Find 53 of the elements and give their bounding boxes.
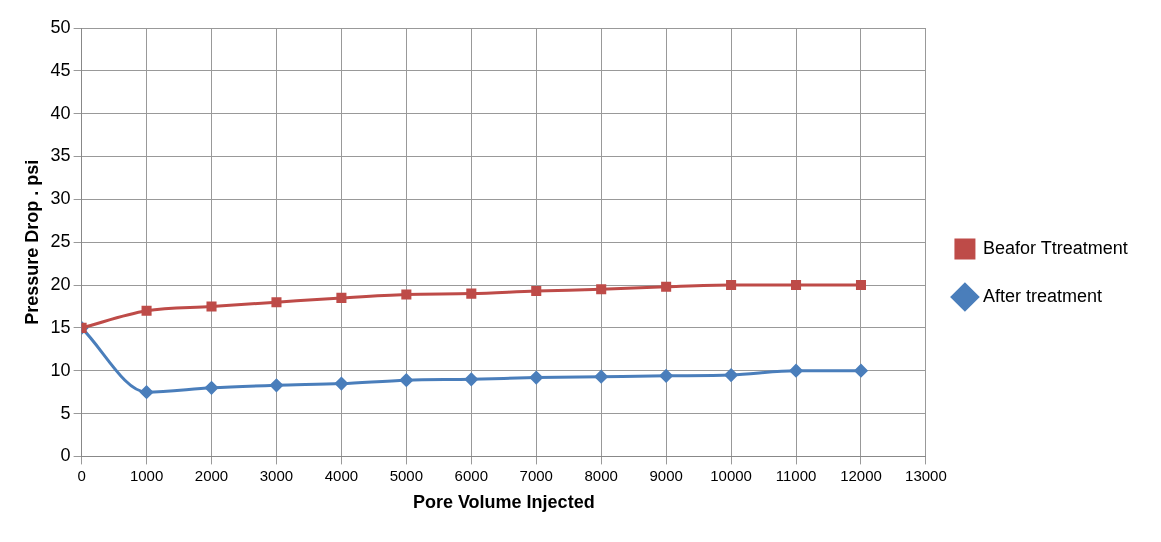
- point: [726, 280, 737, 291]
- y-tick-label: 0: [60, 445, 71, 466]
- point: [401, 289, 412, 300]
- x-tick-label: 13000: [905, 466, 947, 484]
- x-tick-label: 1000: [129, 466, 164, 484]
- y-tick-label: 50: [50, 16, 71, 37]
- point: [854, 364, 868, 378]
- y-axis-title: Pressure Drop . psi: [21, 159, 42, 325]
- point: [206, 301, 217, 312]
- point: [141, 305, 152, 316]
- x-tick-label: 6000: [454, 466, 488, 484]
- x-tick-label: 9000: [649, 466, 683, 484]
- point: [269, 378, 283, 392]
- x-tick-label: 12000: [840, 466, 882, 484]
- y-tick-label: 25: [50, 231, 71, 252]
- point: [724, 368, 738, 382]
- y-tick-label: 5: [60, 402, 71, 423]
- point: [334, 377, 348, 391]
- point: [661, 281, 672, 292]
- x-tick-label: 11000: [775, 466, 817, 484]
- x-tick-label: 3000: [259, 466, 294, 484]
- legend-label: Beafor Ttreatment: [982, 237, 1128, 258]
- x-tick-label: 8000: [584, 466, 618, 484]
- point: [336, 292, 347, 303]
- point: [791, 280, 802, 291]
- point: [399, 373, 413, 387]
- point: [205, 381, 219, 395]
- point: [789, 364, 803, 378]
- y-tick-label: 10: [50, 359, 71, 380]
- point: [855, 280, 867, 291]
- x-tick-label: 5000: [389, 466, 424, 484]
- y-tick-label: 40: [50, 102, 71, 123]
- point: [140, 385, 154, 399]
- x-tick-label: 4000: [324, 466, 359, 484]
- y-tick-label: 30: [50, 188, 71, 209]
- y-tick-label: 15: [50, 316, 71, 337]
- point: [464, 372, 478, 386]
- y-tick-label: 35: [50, 145, 71, 166]
- point: [659, 369, 673, 383]
- legend-label: After treatment: [982, 285, 1102, 306]
- y-tick-label: 45: [50, 59, 71, 80]
- x-axis-title: Pore Volume Injected: [412, 492, 595, 513]
- point: [271, 297, 282, 308]
- point: [466, 288, 477, 299]
- point: [596, 284, 607, 295]
- x-tick-label: 0: [77, 466, 86, 484]
- point: [594, 370, 608, 384]
- x-tick-label: 10000: [710, 466, 752, 484]
- point: [529, 371, 543, 385]
- x-tick-label: 2000: [194, 466, 229, 484]
- x-tick-label: 7000: [519, 466, 553, 484]
- y-tick-label: 20: [50, 274, 71, 295]
- point: [531, 286, 542, 297]
